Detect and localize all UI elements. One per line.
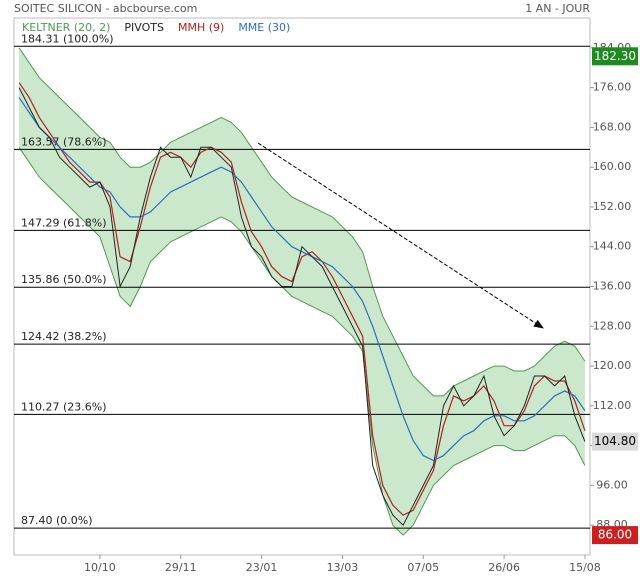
trend-arrow: [257, 142, 544, 329]
keltner-upper: [18, 47, 586, 397]
price-line: [18, 87, 586, 527]
y-tick-label: 176.00: [593, 81, 632, 94]
x-tick-label: 26/06: [488, 561, 520, 574]
legend-entry: PIVOTS: [124, 21, 164, 34]
legend-entry: MME (30): [238, 21, 290, 34]
price-badge-label: 86.00: [598, 528, 632, 542]
price-badge-label: 182.30: [594, 49, 636, 63]
x-tick-label: 13/03: [327, 561, 359, 574]
y-tick-label: 128.00: [593, 319, 632, 332]
keltner-lower: [18, 147, 586, 536]
y-tick-label: 152.00: [593, 200, 632, 213]
x-tick-label: 07/05: [407, 561, 439, 574]
chart-subtitle: 1 AN - JOUR: [525, 2, 590, 15]
x-tick-label: 10/10: [84, 561, 116, 574]
y-tick-label: 144.00: [593, 240, 632, 253]
legend-entry: KELTNER (20, 2): [22, 21, 110, 34]
price-badge: [592, 47, 638, 66]
x-tick-label: 15/08: [569, 561, 601, 574]
x-tick-label: 23/01: [246, 561, 278, 574]
level-label: 184.31 (100.0%): [21, 32, 114, 45]
y-tick-label: 160.00: [593, 160, 632, 173]
level-label: 87.40 (0.0%): [21, 514, 93, 527]
price-badge: [592, 432, 638, 451]
indicator-line: [18, 97, 586, 462]
price-badge: [592, 526, 638, 545]
level-label: 124.42 (38.2%): [21, 330, 107, 343]
y-tick-label: 120.00: [593, 359, 632, 372]
indicator-line: [18, 82, 586, 516]
y-tick-label: 136.00: [593, 280, 632, 293]
y-tick-label: 96.00: [596, 478, 628, 491]
legend-entry: MMH (9): [178, 21, 224, 34]
level-label: 163.57 (78.6%): [21, 135, 107, 148]
level-label: 135.86 (50.0%): [21, 273, 107, 286]
keltner-area: [19, 47, 585, 536]
chart-title: SOITEC SILICON - abcbourse.com: [14, 2, 197, 15]
level-label: 110.27 (23.6%): [21, 400, 107, 413]
y-tick-label: 168.00: [593, 120, 632, 133]
level-label: 147.29 (61.8%): [21, 216, 107, 229]
x-tick-label: 29/11: [165, 561, 197, 574]
y-tick-label: 112.00: [593, 399, 632, 412]
price-badge-label: 104.80: [594, 434, 636, 448]
